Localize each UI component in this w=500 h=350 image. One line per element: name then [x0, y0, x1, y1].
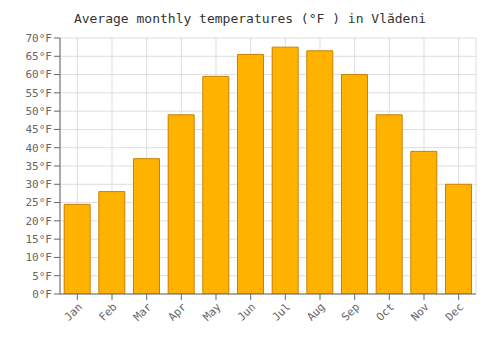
svg-text:Dec: Dec [443, 300, 466, 323]
svg-text:Jul: Jul [270, 300, 293, 323]
svg-text:0°F: 0°F [32, 288, 52, 301]
svg-text:55°F: 55°F [26, 87, 53, 100]
svg-text:60°F: 60°F [26, 68, 53, 81]
svg-text:70°F: 70°F [26, 32, 53, 45]
svg-text:10°F: 10°F [26, 251, 53, 264]
svg-text:20°F: 20°F [26, 215, 53, 228]
svg-text:45°F: 45°F [26, 123, 53, 136]
svg-text:15°F: 15°F [26, 233, 53, 246]
svg-text:Jun: Jun [235, 300, 258, 323]
svg-text:5°F: 5°F [32, 270, 52, 283]
svg-text:Nov: Nov [408, 300, 432, 324]
svg-text:50°F: 50°F [26, 105, 53, 118]
svg-text:Mar: Mar [131, 300, 155, 324]
svg-text:30°F: 30°F [26, 178, 53, 191]
svg-text:40°F: 40°F [26, 142, 53, 155]
svg-text:Oct: Oct [374, 300, 397, 323]
html-text:Average monthly temperatures (: Average monthly temperatures (°F ) in Vl… [73, 11, 427, 26]
svg-text:Jan: Jan [62, 300, 85, 323]
svg-text:May: May [200, 300, 224, 324]
svg-text:Feb: Feb [96, 300, 119, 323]
svg-text:Sep: Sep [339, 300, 362, 323]
svg-text:65°F: 65°F [26, 50, 53, 63]
svg-text:Apr: Apr [166, 300, 190, 324]
svg-text:25°F: 25°F [26, 196, 53, 209]
svg-text:35°F: 35°F [26, 160, 53, 173]
svg-text:Aug: Aug [304, 300, 327, 323]
